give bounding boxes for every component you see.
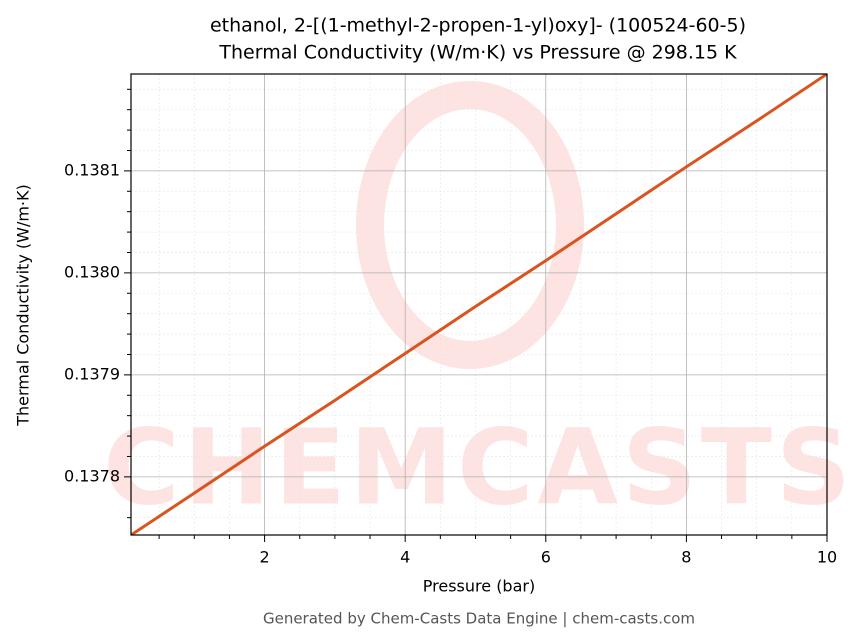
- y-tick-label: 0.1380: [64, 262, 120, 281]
- y-tick-label: 0.1379: [64, 364, 120, 383]
- y-tick-label: 0.1381: [64, 160, 120, 179]
- chart-title: ethanol, 2-[(1-methyl-2-propen-1-yl)oxy]…: [210, 15, 746, 37]
- chart-subtitle: Thermal Conductivity (W/m·K) vs Pressure…: [218, 42, 737, 64]
- footer: Generated by Chem-Casts Data Engine | ch…: [263, 610, 695, 628]
- x-tick-label: 2: [259, 548, 269, 567]
- y-axis-label: Thermal Conductivity (W/m·K): [14, 184, 33, 427]
- watermark-logo: [356, 81, 584, 369]
- y-tick-label: 0.1378: [64, 466, 120, 485]
- x-axis-label: Pressure (bar): [423, 577, 535, 596]
- plot-frame: [130, 73, 828, 536]
- x-tick-label: 10: [817, 548, 837, 567]
- watermark: CHEMCASTS: [103, 406, 854, 528]
- x-tick-label: 8: [681, 548, 691, 567]
- x-tick-label: 6: [541, 548, 551, 567]
- data-line: [131, 74, 827, 535]
- x-tick-label: 4: [400, 548, 410, 567]
